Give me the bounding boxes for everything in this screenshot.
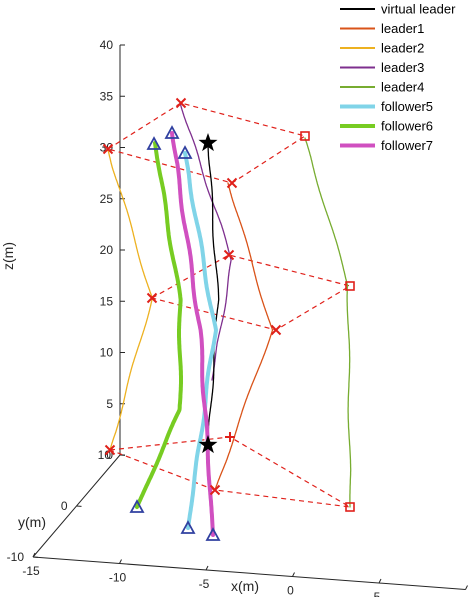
legend-label-follower7: follower7 (381, 138, 433, 153)
z-tick-label: 0 (106, 448, 113, 462)
x-tick-mark (292, 572, 295, 577)
marker-leader2-start (104, 444, 116, 456)
legend-label-leader4: leader4 (381, 80, 424, 95)
marker-follower6-start (129, 499, 145, 513)
marker-virtual-leader-end (198, 133, 218, 152)
x-axis-line (32, 556, 466, 590)
marker-leader1-start (209, 484, 221, 496)
z-axis-label: z(m) (0, 242, 16, 270)
markers (102, 97, 355, 541)
marker-follower7-start (205, 527, 221, 541)
marker-leader2-end (102, 143, 114, 155)
formation-top (107, 102, 307, 184)
marker-follower7-end (164, 125, 180, 139)
marker-follower6-end (146, 136, 162, 150)
marker-leader1-mid (270, 324, 282, 336)
marker-leader4-end (300, 131, 310, 141)
legend-label-leader2: leader2 (381, 41, 424, 56)
z-tick-label: 15 (100, 294, 114, 308)
z-tick-label: 25 (100, 192, 114, 206)
marker-leader4-start (345, 502, 355, 512)
legend-label-leader3: leader3 (381, 60, 424, 75)
x-axis-label: x(m) (231, 578, 259, 594)
y-axis-label: y(m) (18, 514, 46, 530)
series-leader3 (179, 102, 232, 381)
x-tick-label: 5 (374, 590, 381, 597)
marker-leader3-end (175, 97, 187, 109)
series-leader1 (214, 182, 274, 491)
marker-leader1-end (226, 177, 238, 189)
formation-links (107, 102, 352, 508)
legend-box (335, 0, 474, 163)
series-follower6 (135, 141, 183, 509)
series-follower5 (183, 151, 218, 530)
z-tick-label: 35 (100, 89, 114, 103)
marker-leader3-start (225, 432, 235, 442)
x-tick-mark (32, 552, 36, 558)
series-virtual-leader (207, 141, 220, 446)
x-tick-label: -15 (22, 564, 40, 578)
marker-leader3-mid (223, 249, 235, 261)
x-tick-label: -5 (199, 577, 210, 591)
series-follower7 (170, 131, 215, 537)
z-tick-label: 5 (106, 397, 113, 411)
marker-virtual-leader-start (198, 435, 218, 454)
x-tick-mark (119, 559, 122, 564)
marker-follower5-end (177, 145, 193, 159)
formation-bottom (109, 436, 351, 508)
legend: virtual leader leader1 leader2 leader3 leade… (335, 0, 474, 163)
x-tick-mark (205, 565, 209, 571)
x-tick-mark (465, 585, 468, 590)
x-tick-mark (378, 578, 382, 584)
series-leader2 (107, 149, 153, 451)
legend-label-leader1: leader1 (381, 21, 424, 36)
y-tick-label: 0 (61, 499, 68, 513)
trajectories (107, 102, 352, 537)
marker-leader4-mid (345, 281, 355, 291)
x-tick-label: 0 (287, 584, 294, 597)
legend-label-virtual-leader: virtual leader (381, 2, 456, 17)
x-tick-label: -10 (109, 571, 127, 585)
series-leader4 (304, 137, 352, 508)
legend-label-follower5: follower5 (381, 99, 433, 114)
y-tick-label: -10 (7, 550, 25, 564)
legend-label-follower6: follower6 (381, 119, 433, 134)
z-tick-label: 40 (100, 38, 114, 52)
z-tick-label: 10 (100, 346, 114, 360)
marker-follower5-start (180, 520, 196, 534)
marker-leader2-mid (146, 292, 158, 304)
z-tick-label: 20 (100, 243, 114, 257)
